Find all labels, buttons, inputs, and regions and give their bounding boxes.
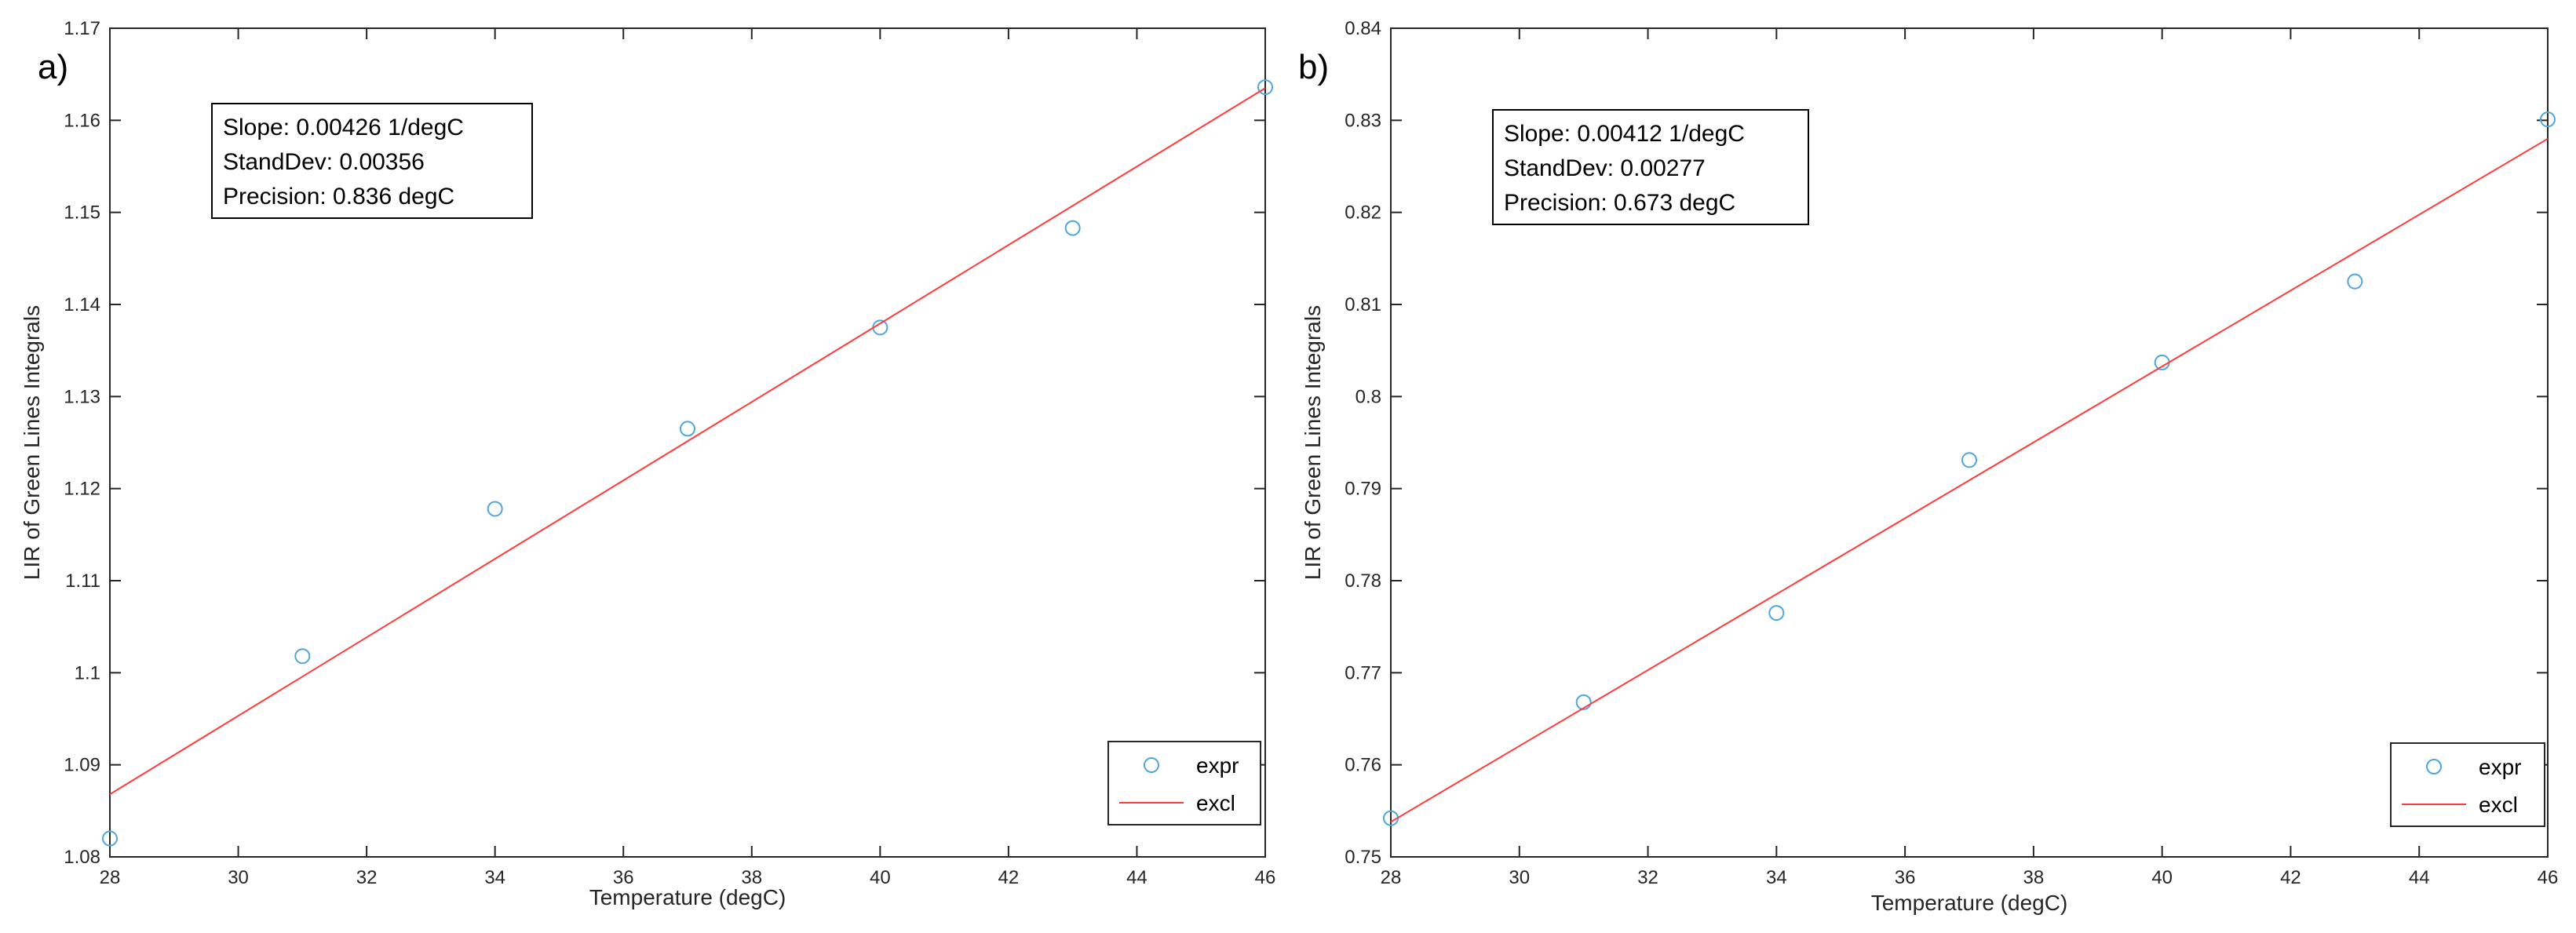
data-point-expr [102,830,118,847]
x-tick-label: 32 [356,867,378,888]
chart-panel-b: 28 30 32 34 36 38 40 42 44 46 0.75 0.76 0.77 0.78 0.79… [1298,18,2558,915]
x-tick-label: 36 [1895,867,1916,888]
data-point-expr [1257,79,1273,96]
y-tick-label: 0.77 [1345,662,1381,683]
y-tick-label: 1.17 [64,18,100,39]
legend: expr excl [1107,741,1261,825]
x-tick-label: 30 [1509,867,1530,888]
chart-panel-a: 28 30 32 34 36 38 40 42 44 46 1.08 1.09 1.1 1.11 1.12 1… [20,18,1275,909]
annotation-line: Precision: 0.673 degC [1504,190,1735,216]
data-point-expr [680,421,695,437]
y-tick-label: 0.78 [1345,570,1381,592]
x-tick-label: 28 [100,867,121,888]
legend-marker-swatch [2426,759,2442,774]
legend-label-excl: excl [2479,793,2518,817]
data-point-expr [2347,273,2363,290]
data-point-expr [1961,452,1977,468]
x-tick-label: 42 [998,867,1020,888]
data-point-expr [872,319,888,336]
y-tick-label: 0.76 [1345,755,1381,776]
x-tick-label: 36 [613,867,634,888]
y-tick-label: 0.79 [1345,479,1381,500]
annotation-line: Precision: 0.836 degC [223,184,454,210]
fit-line-excl [1390,137,2549,823]
annotation-line: Slope: 0.00412 1/degC [1504,121,1745,147]
x-tick-label: 34 [484,867,505,888]
x-tick-label: 34 [1766,867,1787,888]
annotation-box: Slope: 0.00426 1/degC StandDev: 0.00356 Pr… [211,103,533,219]
data-point-expr [2154,354,2170,370]
legend: expr excl [2390,742,2545,827]
x-tick-label: 40 [2151,867,2173,888]
x-tick-label: 32 [1637,867,1658,888]
x-axis-label: Temperature (degC) [1871,891,2068,915]
y-tick-label: 1.15 [64,202,100,224]
panel-label: b) [1298,48,1329,86]
axes-box [109,27,1266,858]
data-point-expr [294,648,311,665]
legend-label-expr: expr [1196,753,1239,778]
legend-label-expr: expr [2479,755,2521,779]
x-tick-label: 46 [1255,867,1276,888]
data-point-expr [1768,605,1785,621]
data-point-expr [487,501,503,517]
x-tick-label: 38 [2023,867,2045,888]
x-axis-label: Temperature (degC) [589,885,786,909]
y-tick-label: 1.11 [65,570,100,592]
y-tick-label: 1.13 [64,386,100,407]
annotation-frame [211,103,533,219]
legend-frame [2390,742,2545,827]
y-tick-label: 0.8 [1356,386,1381,407]
y-tick-label: 1.16 [64,110,100,131]
y-tick-label: 1.1 [75,662,100,683]
y-tick-label: 1.14 [64,294,100,315]
y-tick-label: 1.08 [64,847,100,868]
y-tick-label: 1.12 [64,479,100,500]
y-tick-label: 0.81 [1345,294,1381,315]
y-tick-label: 0.84 [1345,18,1381,39]
annotation-line: StandDev: 0.00356 [223,149,425,175]
y-axis-label: LIR of Green Lines Integrals [20,305,44,580]
data-point-expr [1064,220,1081,236]
legend-frame [1107,741,1261,825]
panel-label: a) [38,48,68,86]
x-tick-label: 46 [2538,867,2559,888]
x-tick-label: 42 [2280,867,2301,888]
x-tick-label: 44 [2409,867,2430,888]
legend-marker-swatch [1144,757,1159,773]
x-tick-label: 44 [1126,867,1148,888]
annotation-frame [1492,109,1809,225]
y-tick-label: 0.75 [1345,847,1381,868]
x-tick-label: 40 [870,867,891,888]
annotation-line: StandDev: 0.00277 [1504,155,1706,181]
y-tick-label: 1.09 [64,755,100,776]
y-tick-label: 0.82 [1345,202,1381,224]
data-point-expr [2540,111,2556,128]
x-tick-label: 28 [1381,867,1402,888]
annotation-line: Slope: 0.00426 1/degC [223,115,464,140]
data-point-expr [1575,694,1592,710]
y-tick-label: 0.83 [1345,110,1381,131]
legend-label-excl: excl [1196,791,1235,815]
x-tick-label: 30 [228,867,249,888]
axes-box [1390,27,2549,858]
y-axis-label: LIR of Green Lines Integrals [1301,305,1325,580]
fit-line-excl [109,87,1266,796]
annotation-box: Slope: 0.00412 1/degC StandDev: 0.00277 Pr… [1492,109,1809,225]
x-tick-label: 38 [741,867,762,888]
